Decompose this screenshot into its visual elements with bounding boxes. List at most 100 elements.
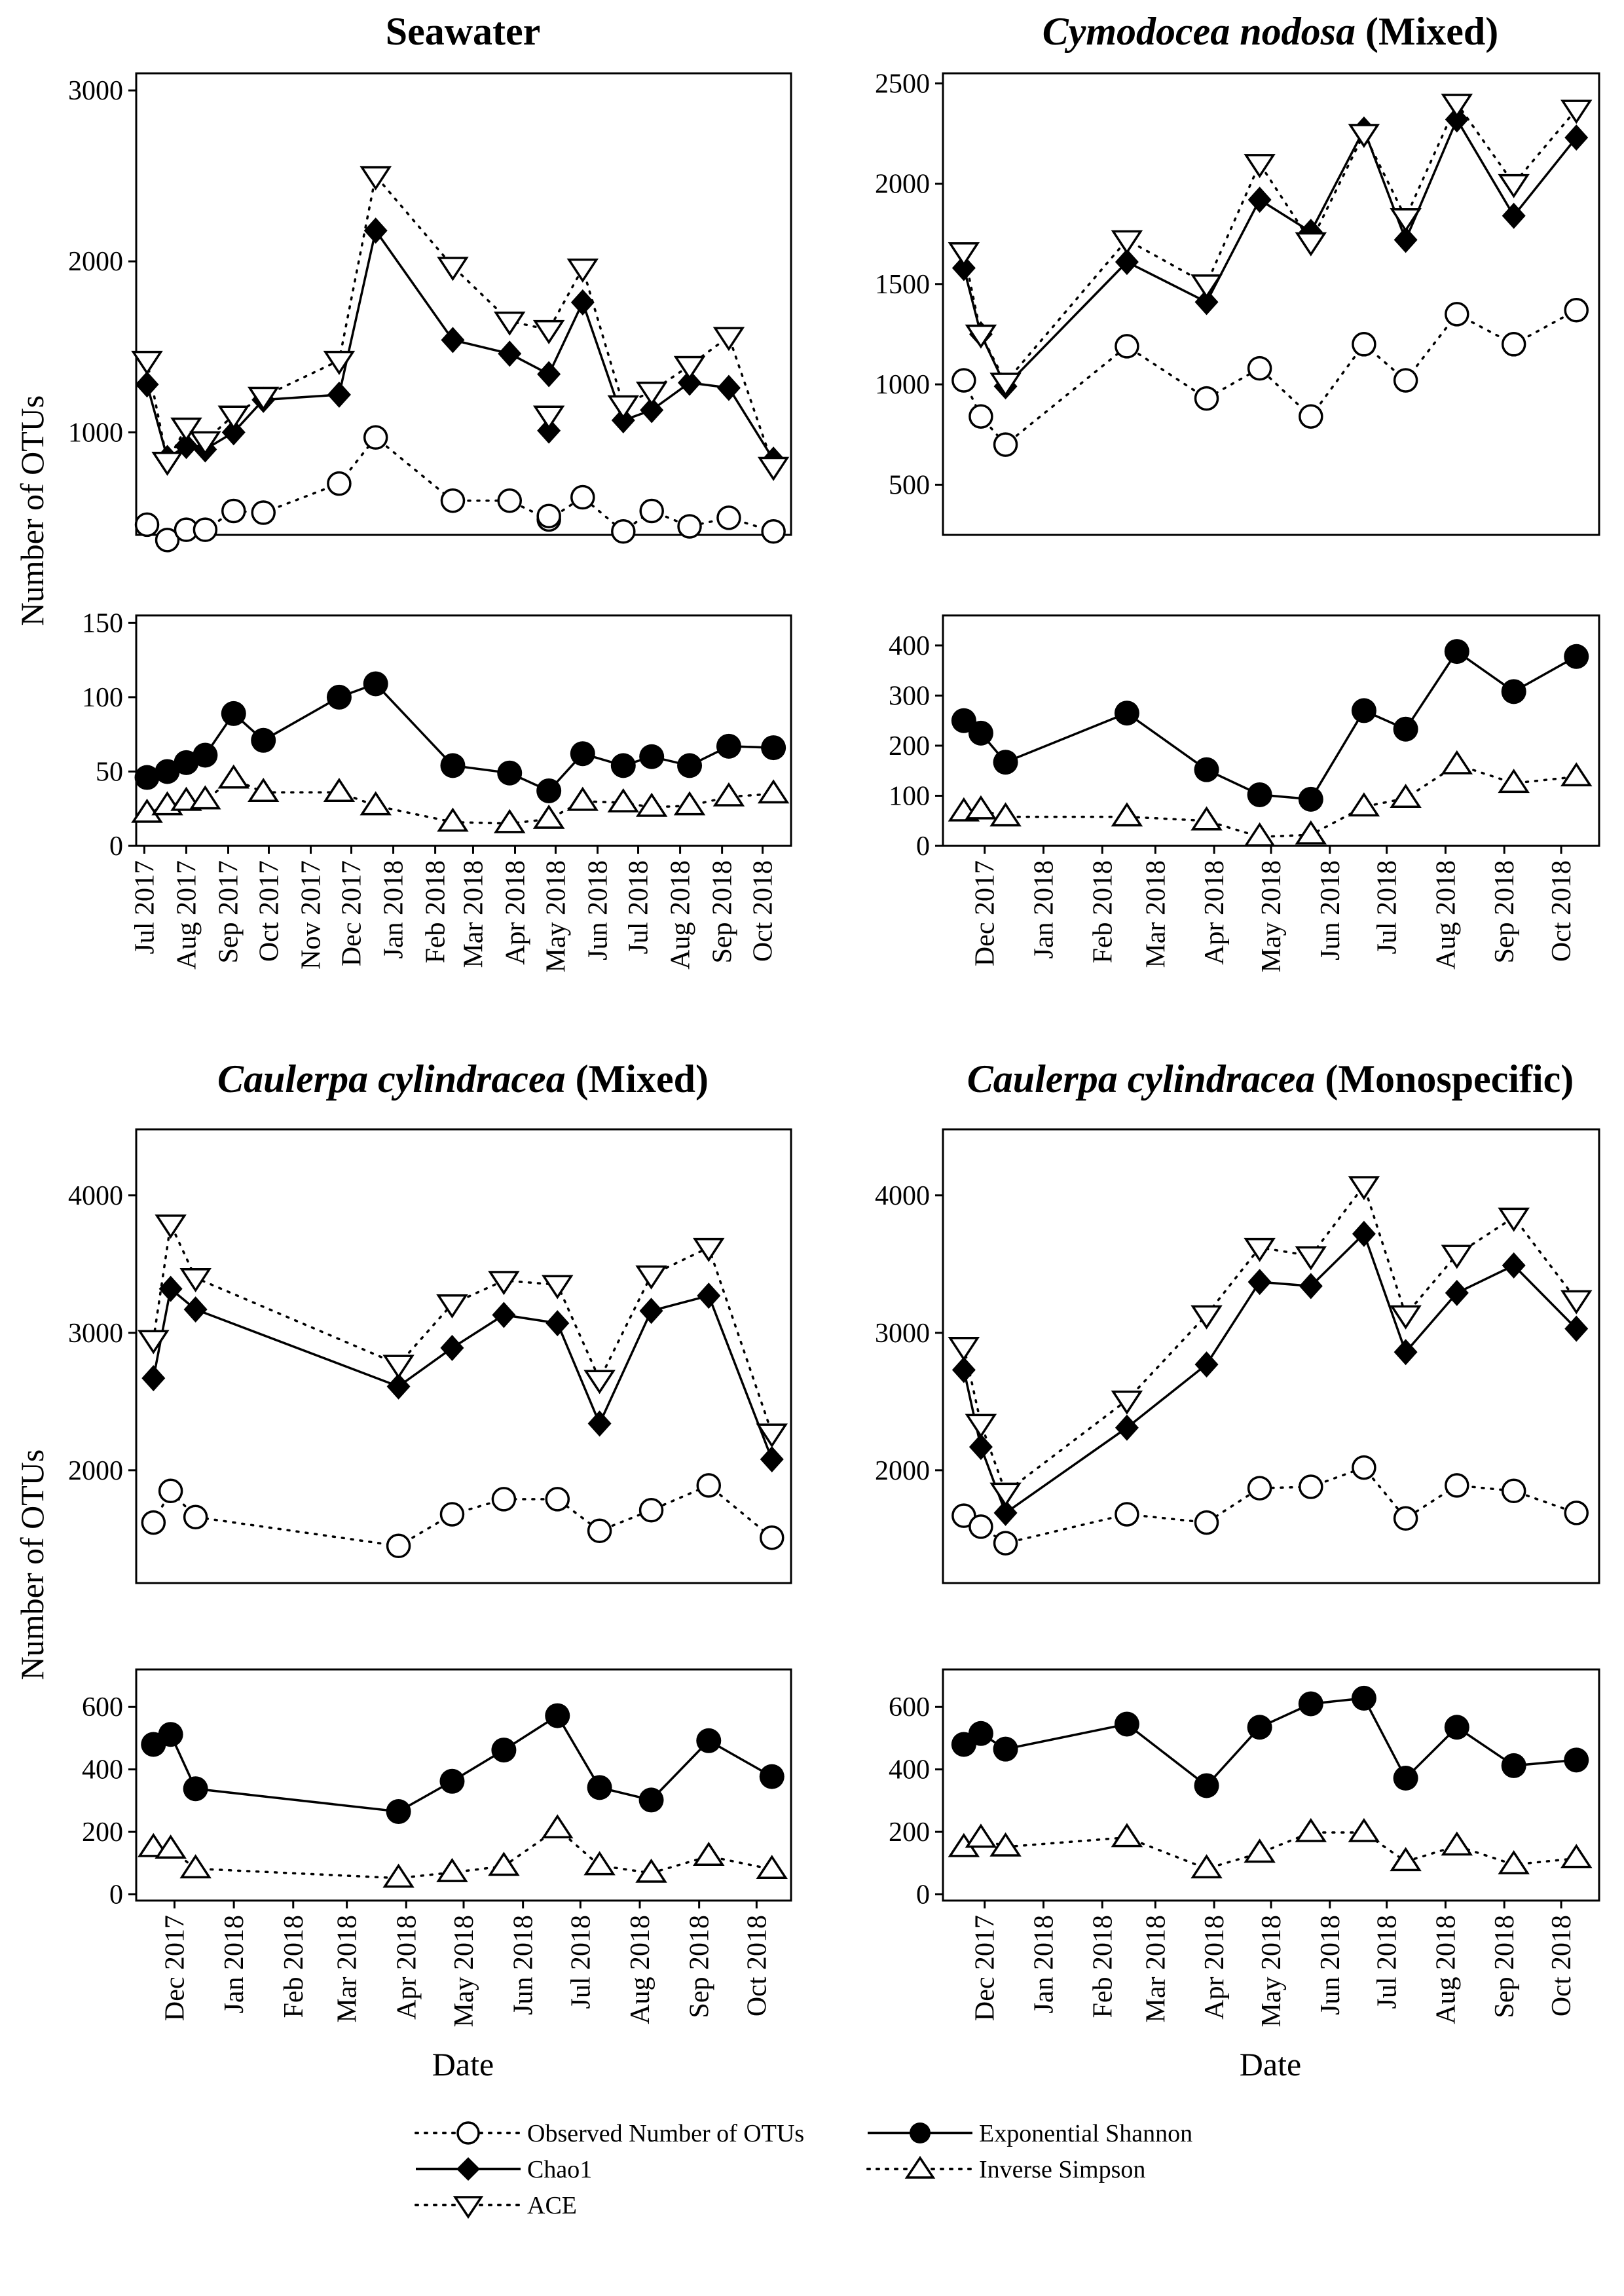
panel-3-upper-point-0-9 [1445, 1473, 1469, 1498]
panel-0-upper-point-0-1 [155, 528, 180, 553]
panel-0-upper-point-2-5 [247, 386, 280, 411]
panel-0-upper-point-2-2 [170, 417, 202, 442]
panel-0-upper-extra-extra_observed-0 [536, 503, 561, 529]
panel-3-upper-point-2-3 [1111, 1390, 1143, 1415]
panel-1-xtick-label: Jun 2018 [1316, 860, 1346, 960]
panel-0-upper-point-0-14 [677, 514, 702, 539]
panel-0-upper-point-0-5 [251, 500, 276, 525]
panel-2-lower-point-1-10 [756, 1855, 788, 1880]
panel-3-upper-ytick-label: 3000 [875, 1319, 930, 1349]
panel-3-upper-point-0-7 [1352, 1455, 1376, 1480]
panel-0-upper-point-0-12 [611, 519, 636, 544]
panel-1-upper-point-1-4 [1194, 289, 1219, 316]
panel-3-upper-point-1-10 [1502, 1252, 1526, 1279]
panel-title-caulerpa-mono: Caulerpa cylindracea (Monospecific) [967, 1057, 1574, 1101]
panel-0-upper-point-2-15 [712, 327, 745, 352]
panel-3-upper-point-2-2 [989, 1482, 1022, 1507]
panel-1-upper-frame [942, 72, 1600, 536]
panel-3-upper-point-0-0 [951, 1503, 976, 1528]
panel-2-lower-point-0-3 [386, 1799, 411, 1825]
panel-3-upper-point-1-4 [1194, 1351, 1219, 1378]
panel-0-upper-point-2-8 [437, 257, 469, 282]
panel-2-lower-point-1-3 [382, 1863, 415, 1888]
panel-2-lower-point-0-7 [587, 1775, 612, 1800]
panel-0-lower-point-1-14 [673, 791, 706, 816]
panel-1-lower-point-1-2 [989, 802, 1022, 827]
legend-item-chao1: Chao1 [416, 2156, 592, 2183]
panel-0-upper-point-1-10 [537, 361, 561, 388]
panel-1-upper-point-1-9 [1445, 106, 1469, 133]
panel-0-lower-ytick-label: 0 [109, 831, 123, 862]
panel-3-xtick-label: Aug 2018 [1431, 1915, 1461, 2024]
panel-2-xtick-label: May 2018 [449, 1915, 479, 2028]
panel-1-upper-point-0-11 [1564, 297, 1589, 323]
panel-0-upper-point-2-16 [757, 456, 790, 481]
xlabel-left: Date [432, 2046, 494, 2083]
panel-2-lower-point-0-2 [183, 1776, 208, 1802]
panel-2-lower-point-1-4 [436, 1857, 468, 1882]
panel-0-upper-point-2-7 [360, 166, 392, 191]
legend-marker-open-up-triangle [904, 2155, 936, 2179]
panel-1-upper-point-2-0 [948, 242, 980, 266]
panel-0-lower-point-0-10 [536, 778, 562, 803]
panel-2-xtick-label: Feb 2018 [279, 1915, 309, 2018]
panel-2-upper-point-1-8 [639, 1298, 663, 1324]
panel-0-lower-point-1-6 [323, 778, 356, 802]
panel-0-xtick-label: Jul 2018 [624, 860, 654, 955]
panel-2-lower-point-1-2 [179, 1854, 212, 1879]
panel-0-xtick-label: Sep 2018 [708, 860, 738, 964]
panel-1-upper-point-0-6 [1299, 404, 1323, 429]
panel-3-upper-series-line-2 [963, 1183, 1578, 1495]
panel-3-lower-point-1-9 [1441, 1831, 1473, 1856]
legend-label-simpson: Inverse Simpson [979, 2156, 1145, 2183]
panel-1-upper-point-2-6 [1295, 232, 1327, 257]
panel-0-upper-point-0-7 [363, 425, 388, 450]
panel-1-xtick-label: Aug 2018 [1431, 860, 1461, 970]
panel-1-upper-ytick-label: 1000 [875, 370, 930, 400]
panel-1-upper-point-2-11 [1560, 100, 1593, 124]
panel-0-upper-point-1-14 [678, 369, 702, 396]
panel-2-upper-point-2-7 [583, 1370, 616, 1394]
panel-3-upper-point-1-6 [1299, 1273, 1323, 1300]
panel-2-upper-point-1-10 [760, 1446, 784, 1472]
panel-3-lower-point-0-1 [968, 1721, 993, 1746]
panel-0-xtick-label: May 2018 [541, 860, 571, 973]
panel-0-lower-point-0-7 [363, 671, 388, 697]
panel-3-upper-point-0-1 [969, 1514, 993, 1539]
panel-1-upper-point-0-4 [1194, 386, 1219, 411]
panel-1-lower-point-1-5 [1244, 822, 1276, 847]
panel-2-upper-frame [135, 1128, 792, 1584]
panel-2-upper-ytick-label: 2000 [68, 1456, 123, 1486]
panel-2-upper-point-0-3 [386, 1533, 411, 1559]
panel-0-upper-point-1-12 [611, 407, 635, 434]
panel-2-lower-point-1-6 [542, 1814, 574, 1839]
panel-3-lower-point-1-7 [1348, 1817, 1380, 1842]
panel-2-upper-point-1-9 [697, 1283, 721, 1309]
panel-2-lower-point-0-5 [491, 1738, 517, 1763]
panel-3-lower-point-0-11 [1564, 1747, 1589, 1773]
panel-1-xtick-label: Jul 2018 [1373, 860, 1403, 955]
panel-2-upper-point-2-2 [179, 1268, 212, 1292]
panel-0-lower-point-0-15 [716, 733, 741, 759]
panel-2-lower-series-line-0 [153, 1714, 773, 1813]
panel-2-upper-ytick-label: 3000 [68, 1319, 123, 1349]
panel-0-lower-point-1-0 [131, 798, 163, 823]
panel-0-lower-point-1-13 [635, 792, 668, 817]
panel-3-upper-point-2-0 [948, 1337, 980, 1361]
panel-0-lower-point-1-10 [532, 804, 565, 829]
panel-3-upper-point-1-3 [1115, 1414, 1139, 1441]
panel-3-xtick-label: Jul 2018 [1373, 1915, 1403, 2009]
panel-2-upper-point-1-4 [440, 1334, 464, 1361]
panel-1-lower-point-0-2 [993, 750, 1018, 775]
panel-3-upper-point-1-7 [1352, 1220, 1376, 1247]
panel-2-upper-point-1-2 [183, 1296, 208, 1323]
panel-1-lower-point-0-1 [968, 720, 993, 746]
panel-3-lower-point-0-7 [1351, 1685, 1376, 1711]
panel-2-upper-point-2-3 [382, 1355, 415, 1379]
panel-0-lower-ytick-label: 150 [82, 608, 123, 638]
panel-0-upper-point-1-4 [221, 419, 246, 446]
panel-2-upper-point-1-6 [545, 1310, 570, 1337]
panel-1-upper-point-2-3 [1111, 230, 1143, 255]
panel-0-upper-point-2-14 [673, 355, 706, 380]
panel-2-upper-point-0-10 [760, 1525, 784, 1550]
